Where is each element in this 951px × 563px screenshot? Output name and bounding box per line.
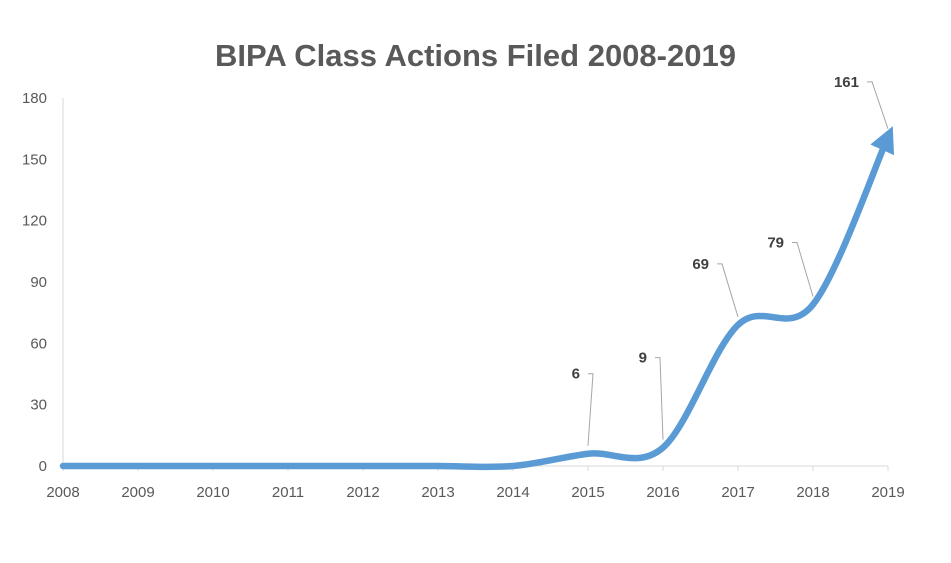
data-label-leader xyxy=(655,357,664,440)
axes: 0 30 60 90 120 150 180 2008 2009 2010 2011 2012 2013… xyxy=(22,90,905,501)
data-label: 79 xyxy=(767,234,784,251)
x-tick-label: 2013 xyxy=(421,484,454,501)
data-label-leader xyxy=(792,241,814,297)
y-tick-label: 150 xyxy=(22,151,47,168)
chart-title: BIPA Class Actions Filed 2008-2019 xyxy=(215,38,736,73)
x-tick-label: 2018 xyxy=(796,484,829,501)
y-tick-label: 0 xyxy=(39,458,47,475)
data-label: 9 xyxy=(639,350,647,367)
x-tick-label: 2015 xyxy=(571,484,604,501)
series-line xyxy=(59,126,895,471)
series-layer xyxy=(59,126,895,471)
data-label: 161 xyxy=(834,74,859,91)
data-label: 6 xyxy=(572,366,580,383)
y-tick-label: 180 xyxy=(22,90,47,107)
data-label-leader xyxy=(867,81,889,130)
x-tick-label: 2019 xyxy=(871,484,904,501)
x-tick-label: 2017 xyxy=(721,484,754,501)
x-tick-label: 2012 xyxy=(346,484,379,501)
y-tick-label: 30 xyxy=(30,397,47,414)
data-label-leader xyxy=(587,373,594,446)
x-tick-label: 2014 xyxy=(496,484,529,501)
x-tick-label: 2016 xyxy=(646,484,679,501)
y-tick-label: 120 xyxy=(22,213,47,230)
x-tick-label: 2010 xyxy=(196,484,229,501)
data-label: 69 xyxy=(692,256,709,273)
data-label-leader xyxy=(717,263,739,318)
x-tick-label: 2011 xyxy=(272,484,304,501)
y-tick-label: 60 xyxy=(30,335,47,352)
x-tick-label: 2009 xyxy=(121,484,154,501)
x-tick-label: 2008 xyxy=(46,484,79,501)
y-tick-label: 90 xyxy=(30,274,47,291)
